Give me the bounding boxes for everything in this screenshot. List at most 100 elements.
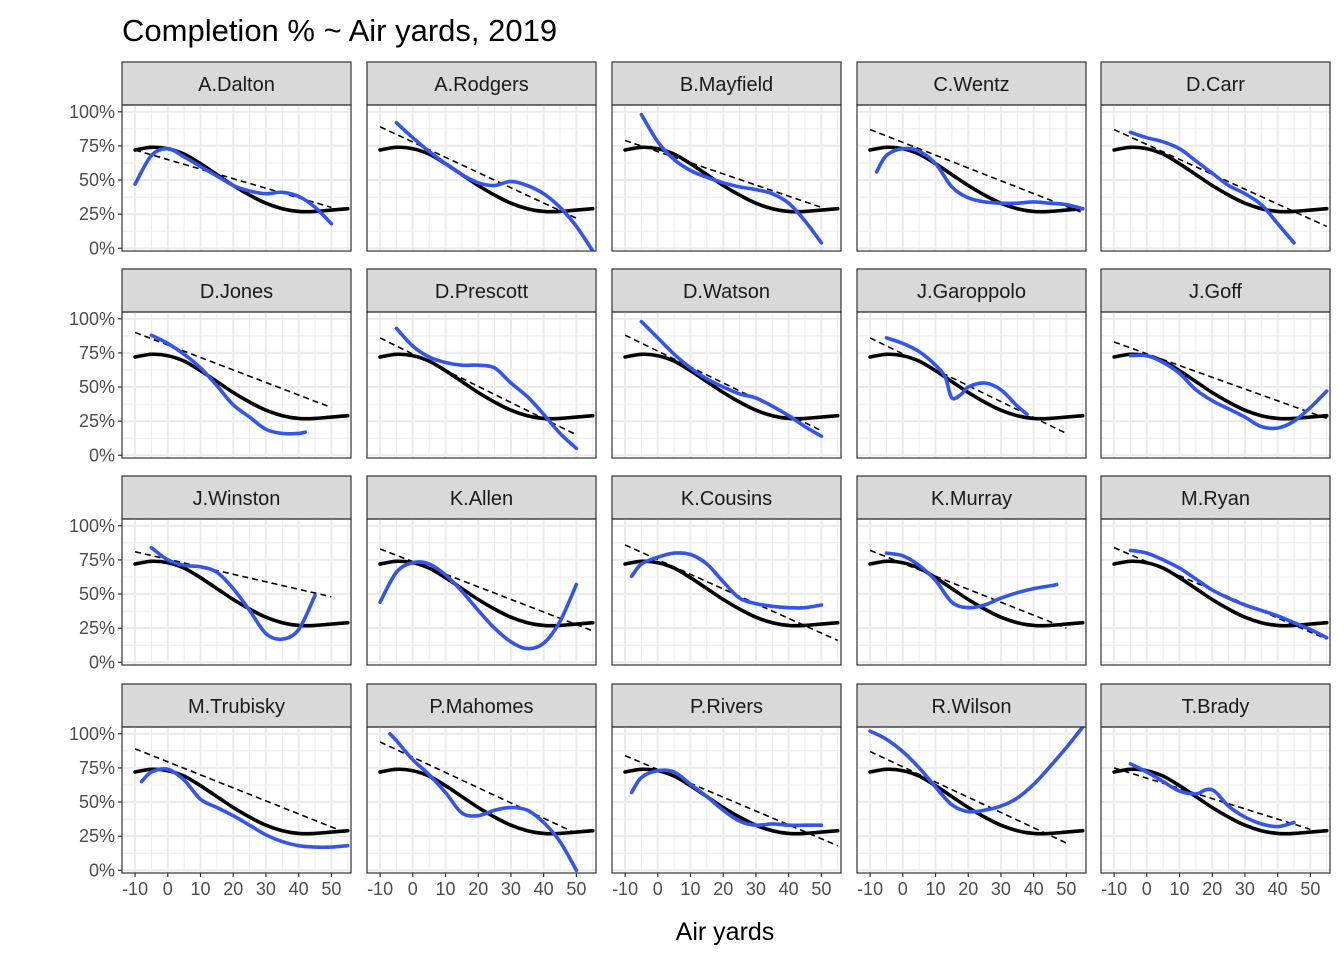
x-tick-label: 40 <box>1268 879 1288 899</box>
x-tick-label: 0 <box>898 879 908 899</box>
series-group <box>1112 341 1329 431</box>
overall-curve <box>378 352 595 421</box>
facet-strip-label: P.Mahomes <box>429 696 533 718</box>
x-tick-label: 20 <box>958 879 978 899</box>
grid-lines <box>1101 105 1330 251</box>
facet-panel: R.Wilson -10 0 10 20 30 40 50 <box>856 683 1087 899</box>
series-group <box>378 548 595 651</box>
player-smooth-curve <box>1128 762 1296 829</box>
series-group <box>1112 762 1329 836</box>
player-smooth-curve <box>1128 353 1329 431</box>
panel-border <box>856 518 1087 666</box>
player-smooth-curve <box>378 560 579 651</box>
facet-strip-label: R.Wilson <box>931 696 1011 718</box>
x-tick-label: 20 <box>1202 879 1222 899</box>
grid-lines <box>612 105 841 251</box>
x-tick-label: 50 <box>1056 879 1076 899</box>
player-smooth-curve <box>639 112 824 245</box>
y-tick-label: 100% <box>69 309 115 329</box>
facet-strip-label: D.Jones <box>200 281 273 303</box>
grid-lines <box>612 312 841 458</box>
series-group <box>868 128 1085 214</box>
facet-panel: M.Ryan <box>1100 475 1331 666</box>
overall-curve <box>868 352 1085 421</box>
x-tick-label: 40 <box>289 879 309 899</box>
x-tick-label: -10 <box>367 879 393 899</box>
facet-panel: A.Dalton 0% 25% 50% 75% 100% <box>69 61 352 258</box>
grid-lines <box>367 312 596 458</box>
facet-strip <box>366 268 597 313</box>
grid-lines <box>857 519 1086 665</box>
linear-fit <box>379 337 577 436</box>
panel-border <box>856 104 1087 252</box>
panel-border <box>366 518 597 666</box>
facet-strip <box>856 475 1087 520</box>
series-group <box>133 545 350 642</box>
facet-panel: A.Rodgers <box>366 61 597 252</box>
x-tick-label: 50 <box>566 879 586 899</box>
panel-border <box>121 518 352 666</box>
y-tick-label: 25% <box>79 411 115 431</box>
panel-border <box>611 726 842 874</box>
facet-panel: D.Watson <box>611 268 842 459</box>
facet-strip-label: J.Garoppolo <box>917 281 1026 303</box>
x-tick-label: 0 <box>163 879 173 899</box>
facet-strip <box>1100 683 1331 728</box>
player-smooth-curve <box>133 146 334 226</box>
overall-curve <box>623 352 840 421</box>
facet-strip <box>611 475 842 520</box>
linear-fit <box>624 754 839 847</box>
grid-lines <box>1101 312 1330 458</box>
y-tick-label: 0% <box>89 860 115 880</box>
x-tick-label: 30 <box>501 879 521 899</box>
overall-curve <box>868 559 1085 628</box>
y-tick-label: 0% <box>89 238 115 258</box>
facet-strip-label: K.Murray <box>931 488 1012 510</box>
x-tick-label: -10 <box>122 879 148 899</box>
facet-strip <box>856 61 1087 106</box>
linear-fit <box>379 126 577 219</box>
x-tick-label: 40 <box>1024 879 1044 899</box>
y-tick-label: 100% <box>69 516 115 536</box>
player-smooth-curve <box>139 767 350 850</box>
series-group <box>1112 546 1329 640</box>
x-tick-label: 50 <box>1300 879 1320 899</box>
grid-lines <box>367 105 596 251</box>
player-smooth-curve <box>1128 130 1296 245</box>
panel-border <box>1100 726 1331 874</box>
overall-curve <box>133 559 350 628</box>
facet-panel: T.Brady -10 0 10 20 30 40 50 <box>1100 683 1331 899</box>
player-smooth-curve <box>874 146 1085 211</box>
player-smooth-curve <box>1128 548 1329 640</box>
player-smooth-curve <box>394 326 579 451</box>
x-tick-label: 50 <box>321 879 341 899</box>
facet-strip-label: A.Rodgers <box>434 74 529 96</box>
facet-strip-label: D.Watson <box>683 281 770 303</box>
panel-border <box>366 311 597 459</box>
facet-strip <box>1100 61 1331 106</box>
facet-strip-label: T.Brady <box>1182 696 1250 718</box>
x-tick-label: 30 <box>256 879 276 899</box>
series-group <box>868 336 1085 435</box>
panel-border <box>611 104 842 252</box>
facet-strip <box>856 268 1087 313</box>
facet-strip <box>611 61 842 106</box>
x-tick-label: 20 <box>713 879 733 899</box>
facet-strip <box>121 61 352 106</box>
facet-strip <box>1100 475 1331 520</box>
x-tick-label: 0 <box>653 879 663 899</box>
facet-panel: J.Winston 0% 25% 50% 75% 100% <box>69 475 352 672</box>
panel-border <box>611 311 842 459</box>
facet-panel: P.Rivers -10 0 10 20 30 40 50 <box>611 683 842 899</box>
chart-title: Completion % ~ Air yards, 2019 <box>122 13 557 48</box>
series-group <box>623 754 840 847</box>
player-smooth-curve <box>149 333 307 436</box>
x-tick-label: 50 <box>811 879 831 899</box>
facet-strip <box>121 475 352 520</box>
series-group <box>133 748 350 850</box>
series-group <box>378 120 595 251</box>
facet-strip-label: D.Carr <box>1186 74 1245 96</box>
y-tick-label: 50% <box>79 584 115 604</box>
y-tick-label: 50% <box>79 170 115 190</box>
grid-lines <box>1101 519 1330 665</box>
